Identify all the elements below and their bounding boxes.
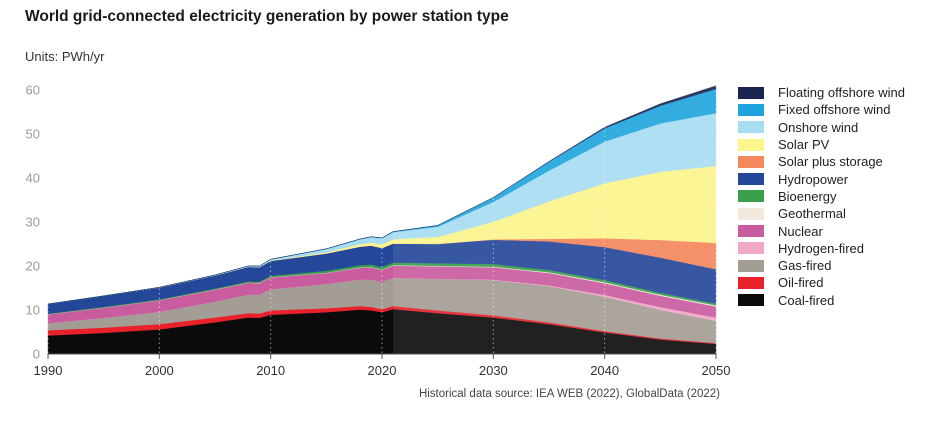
legend-swatch — [738, 294, 764, 307]
legend-label: Hydrogen-fired — [778, 240, 864, 256]
data-source-note: Historical data source: IEA WEB (2022), … — [418, 388, 720, 400]
x-tick-label: 2050 — [702, 363, 731, 378]
legend-swatch — [738, 276, 764, 289]
legend-swatch — [738, 103, 764, 116]
area-layers — [47, 85, 717, 355]
legend-swatch — [738, 138, 764, 151]
x-tick-label: 2010 — [256, 363, 285, 378]
y-tick-label: 30 — [26, 215, 40, 230]
x-tick-label: 2030 — [479, 363, 508, 378]
legend-label: Bioenergy — [778, 188, 837, 204]
chart-title: World grid-connected electricity generat… — [25, 8, 509, 25]
y-tick-label: 50 — [26, 127, 40, 142]
y-tick-label: 60 — [26, 83, 40, 98]
legend-item-bioenergy: Bioenergy — [738, 188, 905, 205]
legend-item-solar-pv: Solar PV — [738, 136, 905, 153]
legend-label: Coal-fired — [778, 292, 835, 308]
legend-item-floating-offshore-wind: Floating offshore wind — [738, 84, 905, 101]
legend-label: Solar PV — [778, 137, 830, 153]
x-tick-label: 2020 — [368, 363, 397, 378]
legend-label: Solar plus storage — [778, 154, 883, 170]
legend-swatch — [738, 190, 764, 203]
legend-item-oil-fired: Oil-fired — [738, 274, 905, 291]
legend-item-hydropower: Hydropower — [738, 170, 905, 187]
legend-item-gas-fired: Gas-fired — [738, 257, 905, 274]
legend-item-geothermal: Geothermal — [738, 205, 905, 222]
legend-swatch — [738, 207, 764, 220]
x-tick-label: 2000 — [145, 363, 174, 378]
legend-swatch — [738, 155, 764, 168]
legend-item-solar-plus-storage: Solar plus storage — [738, 153, 905, 170]
chart-legend: Floating offshore wind Fixed offshore win… — [738, 84, 905, 309]
legend-label: Hydropower — [778, 171, 849, 187]
y-tick-label: 40 — [26, 171, 40, 186]
legend-label: Fixed offshore wind — [778, 102, 891, 118]
legend-label: Floating offshore wind — [778, 85, 905, 101]
legend-swatch — [738, 86, 764, 99]
legend-swatch — [738, 242, 764, 255]
y-tick-label: 20 — [26, 259, 40, 274]
legend-item-onshore-wind: Onshore wind — [738, 119, 905, 136]
legend-label: Geothermal — [778, 206, 846, 222]
legend-swatch — [738, 225, 764, 238]
units-label: Units: PWh/yr — [25, 49, 105, 64]
legend-item-coal-fired: Coal-fired — [738, 292, 905, 309]
projection-shade — [393, 85, 716, 355]
legend-swatch — [738, 259, 764, 272]
legend-label: Gas-fired — [778, 258, 832, 274]
y-tick-label: 0 — [33, 347, 40, 362]
legend-label: Nuclear — [778, 223, 823, 239]
legend-label: Onshore wind — [778, 119, 859, 135]
legend-item-nuclear: Nuclear — [738, 222, 905, 239]
x-tick-label: 2040 — [590, 363, 619, 378]
y-tick-label: 10 — [26, 303, 40, 318]
legend-swatch — [738, 121, 764, 134]
legend-label: Oil-fired — [778, 275, 824, 291]
legend-swatch — [738, 173, 764, 186]
x-tick-label: 1990 — [34, 363, 63, 378]
legend-item-hydrogen-fired: Hydrogen-fired — [738, 240, 905, 257]
legend-item-fixed-offshore-wind: Fixed offshore wind — [738, 101, 905, 118]
